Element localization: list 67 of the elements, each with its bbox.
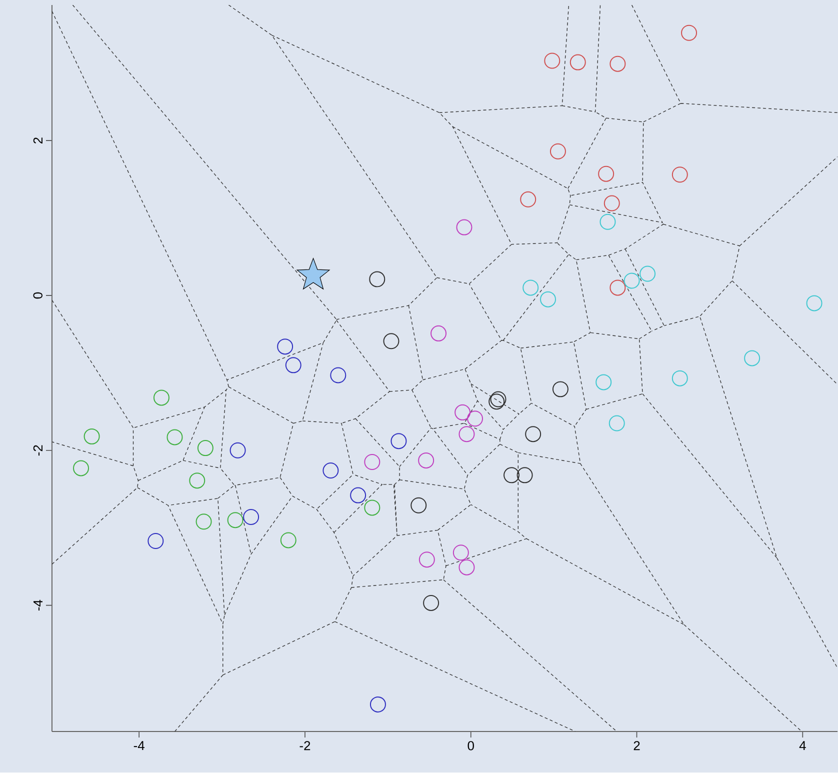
point [604, 196, 620, 212]
point [369, 271, 386, 288]
point [148, 533, 164, 550]
point [522, 280, 539, 296]
point [550, 144, 566, 160]
point [596, 374, 612, 390]
y-tick-label: -2 [33, 445, 42, 456]
point [243, 509, 260, 526]
point [84, 428, 100, 445]
point [196, 514, 212, 530]
point [516, 467, 533, 484]
x-tick-label: 4 [799, 741, 806, 750]
point [166, 429, 183, 446]
point [370, 696, 386, 713]
point [454, 404, 471, 421]
x-tick-label: 0 [468, 741, 474, 751]
point [153, 390, 170, 406]
y-tick-label: 2 [33, 138, 42, 144]
point [640, 266, 656, 282]
point [672, 166, 688, 183]
point [418, 452, 434, 469]
point [277, 338, 294, 355]
point [672, 370, 688, 387]
point [280, 532, 296, 548]
point [423, 595, 440, 612]
point [230, 442, 246, 459]
point [540, 292, 556, 308]
point [610, 56, 626, 72]
point [504, 467, 520, 484]
x-tick-label: -4 [134, 741, 144, 750]
point [600, 214, 616, 230]
point [73, 460, 90, 476]
point [624, 272, 640, 289]
point [227, 512, 244, 528]
y-tick-label: -4 [34, 600, 42, 611]
point [544, 52, 560, 69]
x-tick-label: 2 [634, 741, 640, 750]
point [390, 433, 407, 450]
point [452, 544, 469, 561]
point [456, 220, 472, 236]
point [189, 472, 206, 489]
point [430, 326, 447, 342]
point [806, 295, 822, 312]
point [552, 381, 568, 398]
y-tick-label: 0 [33, 292, 42, 299]
point [467, 410, 484, 427]
point [570, 54, 586, 71]
point [744, 350, 760, 366]
point [458, 560, 475, 576]
point [525, 426, 542, 442]
point [598, 166, 614, 182]
point [197, 440, 214, 456]
point [681, 25, 698, 42]
x-tick-label: -2 [300, 741, 310, 750]
point [322, 462, 339, 479]
point [458, 426, 475, 442]
point [610, 280, 626, 296]
point [364, 454, 380, 470]
point [410, 498, 427, 514]
point [330, 367, 346, 384]
point [364, 500, 380, 516]
point [285, 357, 302, 374]
point [608, 416, 625, 432]
point [520, 192, 536, 208]
point [418, 552, 435, 568]
point [383, 333, 400, 350]
point [350, 488, 366, 504]
